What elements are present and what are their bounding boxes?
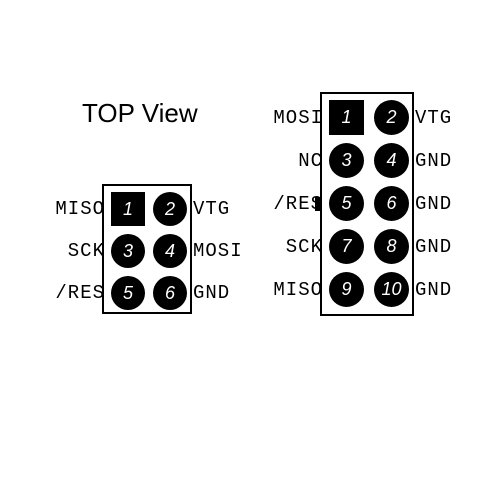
pin-label-right: VTG — [415, 107, 452, 129]
pin-6: 6 — [153, 276, 187, 310]
pin-4: 4 — [374, 143, 409, 178]
pin-7: 7 — [329, 229, 364, 264]
pin-row: MISO12VTG — [111, 192, 187, 226]
pin-8: 8 — [374, 229, 409, 264]
pin-row: NC34GND — [329, 143, 409, 178]
pin-label-left: MOSI — [273, 107, 323, 129]
pin-10: 10 — [374, 272, 409, 307]
pin-3: 3 — [111, 234, 145, 268]
pin-5: 5 — [329, 186, 364, 221]
pin-label-left: /RES — [55, 282, 105, 304]
pin-1: 1 — [111, 192, 145, 226]
pin-4: 4 — [153, 234, 187, 268]
connector-6pin: MISO12VTG SCK34MOSI/RES56GND — [102, 184, 192, 314]
pin-row: MOSI12VTG — [329, 100, 409, 135]
pin-label-right: GND — [415, 150, 452, 172]
key-notch — [315, 197, 320, 211]
diagram-title: TOP View — [82, 98, 198, 129]
pin-label-right: GND — [415, 279, 452, 301]
pin-label-right: GND — [415, 193, 452, 215]
pin-label-left: SCK — [286, 236, 323, 258]
pin-row: SCK78GND — [329, 229, 409, 264]
pin-9: 9 — [329, 272, 364, 307]
pin-row: /RES56GND — [329, 186, 409, 221]
connector-10pin: MOSI12VTGNC34GND/RES56GNDSCK78GNDMISO910… — [320, 92, 414, 316]
pin-label-left: MISO — [55, 198, 105, 220]
pin-label-left: NC — [298, 150, 323, 172]
pin-2: 2 — [153, 192, 187, 226]
pin-2: 2 — [374, 100, 409, 135]
pin-label-right: GND — [415, 236, 452, 258]
pin-label-left: SCK — [68, 240, 105, 262]
pin-3: 3 — [329, 143, 364, 178]
pin-label-right: MOSI — [193, 240, 243, 262]
pin-1: 1 — [329, 100, 364, 135]
pin-row: /RES56GND — [111, 276, 187, 310]
pin-5: 5 — [111, 276, 145, 310]
pin-label-left: MISO — [273, 279, 323, 301]
pin-row: SCK34MOSI — [111, 234, 187, 268]
pin-label-right: VTG — [193, 198, 230, 220]
pin-row: MISO910GND — [329, 272, 409, 307]
pin-label-right: GND — [193, 282, 230, 304]
pin-6: 6 — [374, 186, 409, 221]
